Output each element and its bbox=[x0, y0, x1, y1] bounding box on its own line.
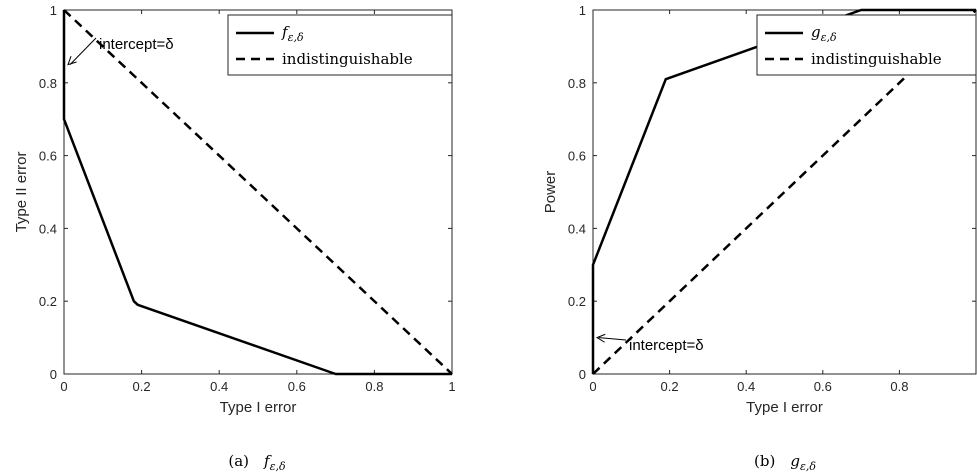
chart-a: 0 0.2 0.4 0.6 0.8 1 0 0.2 0.4 0.6 0.8 1 Type I error… bbox=[13, 3, 456, 473]
annotation-text: intercept=δ bbox=[99, 36, 174, 53]
series-line-g bbox=[591, 8, 976, 374]
y-tick-label: 0 bbox=[50, 367, 57, 382]
x-tick-label: 0.2 bbox=[133, 379, 151, 394]
legend-label: gε,δ bbox=[811, 23, 837, 44]
y-tick-label: 0.2 bbox=[39, 294, 57, 309]
series-line-f bbox=[62, 10, 452, 376]
annotation-text: intercept=δ bbox=[629, 337, 704, 354]
x-tick-label: 0.4 bbox=[737, 379, 755, 394]
x-tick-label: 0.6 bbox=[814, 379, 832, 394]
x-axis-label: Type I error bbox=[746, 399, 823, 416]
legend: gε,δ indistinguishable bbox=[756, 14, 977, 76]
annotation: intercept=δ bbox=[595, 333, 704, 354]
annotation: intercept=δ bbox=[67, 36, 174, 66]
y-tick-label: 0.6 bbox=[568, 149, 586, 164]
x-tick-label: 0 bbox=[589, 379, 596, 394]
x-tick-label: 0.8 bbox=[890, 379, 908, 394]
y-tick-label: 1 bbox=[579, 3, 586, 18]
y-axis-label: Type II error bbox=[13, 152, 30, 233]
figure-caption: (b) gε,δ bbox=[754, 452, 816, 473]
legend: fε,δ indistinguishable bbox=[227, 14, 453, 76]
chart-b: 0 0.2 0.4 0.6 0.8 0 0.2 0.4 0.6 0.8 1 Type I error P… bbox=[542, 3, 977, 473]
legend-box bbox=[227, 14, 453, 76]
y-tick-label: 0.6 bbox=[39, 149, 57, 164]
y-tick-label: 0 bbox=[579, 367, 586, 382]
y-tick-label: 0.8 bbox=[39, 76, 57, 91]
x-tick-label: 0.6 bbox=[288, 379, 306, 394]
x-tick-label: 0.8 bbox=[365, 379, 383, 394]
annotation-arrow-shaft bbox=[69, 37, 97, 65]
legend-box bbox=[756, 14, 977, 76]
annotation-arrow-head bbox=[67, 56, 77, 66]
x-tick-label: 1 bbox=[448, 379, 455, 394]
annotation-arrow-head bbox=[595, 333, 606, 343]
y-tick-label: 0.4 bbox=[39, 221, 57, 236]
y-axis-label: Power bbox=[542, 171, 559, 214]
figure-caption: (a) fε,δ bbox=[228, 452, 286, 473]
legend-label: indistinguishable bbox=[811, 50, 942, 68]
annotation-arrow-shaft bbox=[598, 337, 627, 341]
y-tick-label: 0.2 bbox=[568, 294, 586, 309]
legend-label: fε,δ bbox=[281, 23, 304, 44]
x-tick-label: 0 bbox=[60, 379, 67, 394]
x-tick-label: 0.2 bbox=[661, 379, 679, 394]
x-tick-label: 0.4 bbox=[210, 379, 228, 394]
y-tick-label: 0.4 bbox=[568, 221, 586, 236]
legend-label: indistinguishable bbox=[282, 50, 413, 68]
series-line-indistinguishable bbox=[63, 9, 453, 375]
x-axis-label: Type I error bbox=[220, 399, 297, 416]
y-tick-label: 1 bbox=[50, 3, 57, 18]
y-tick-label: 0.8 bbox=[568, 76, 586, 91]
